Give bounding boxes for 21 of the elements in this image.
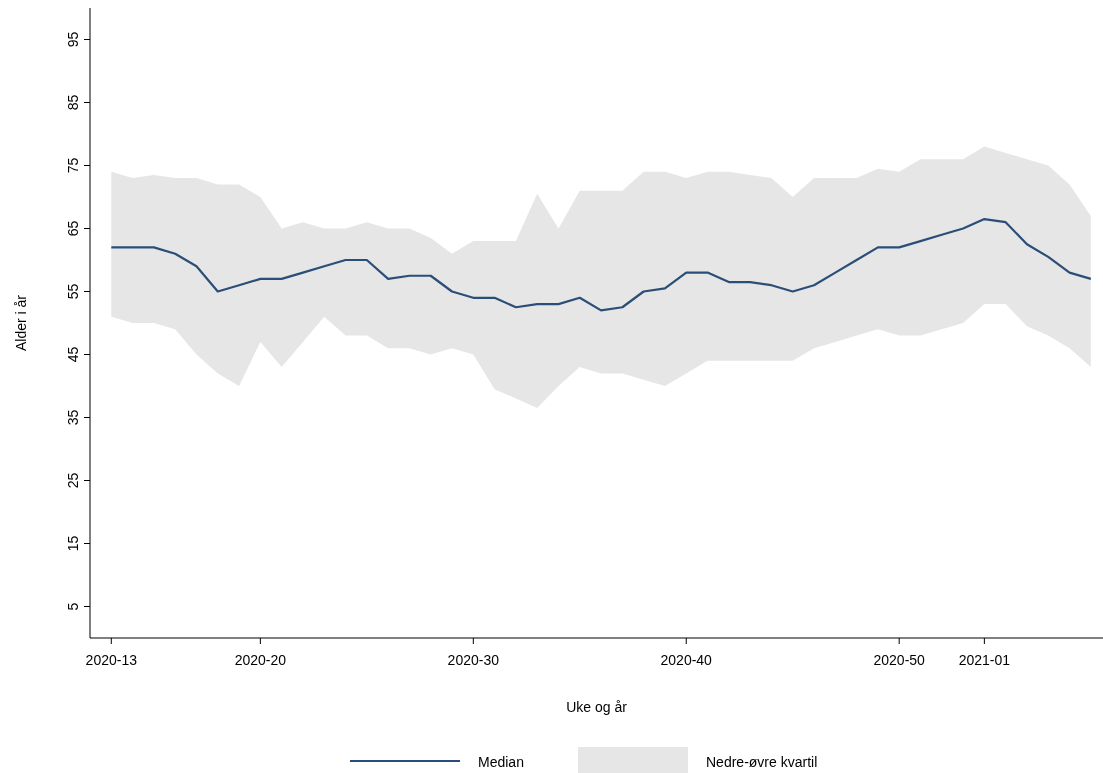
y-tick-label: 15 [65, 535, 81, 552]
x-tick-label: 2020-40 [660, 652, 713, 668]
y-axis-title: Alder i år [13, 294, 29, 352]
x-tick-label: 2020-20 [234, 652, 287, 668]
y-tick-label: 85 [65, 94, 81, 111]
y-tick-label: 65 [65, 220, 81, 237]
y-tick-label: 75 [65, 157, 81, 174]
y-tick-label: 5 [65, 602, 81, 611]
x-tick-label: 2021-01 [958, 652, 1011, 668]
x-tick-label: 2020-13 [85, 652, 138, 668]
line-series [110, 217, 1092, 312]
y-tick-label: 95 [65, 31, 81, 48]
x-tick-label: 2020-50 [873, 652, 926, 668]
text: Median [478, 754, 524, 770]
x-tick-label: 2020-30 [447, 652, 500, 668]
y-tick-label: 25 [65, 472, 81, 489]
y-tick-label: 45 [65, 346, 81, 363]
x-axis-title: Uke og år [566, 699, 628, 715]
text: Nedre-øvre kvartil [706, 754, 818, 770]
y-tick-label: 55 [65, 283, 81, 300]
y-tick-label: 35 [65, 409, 81, 426]
